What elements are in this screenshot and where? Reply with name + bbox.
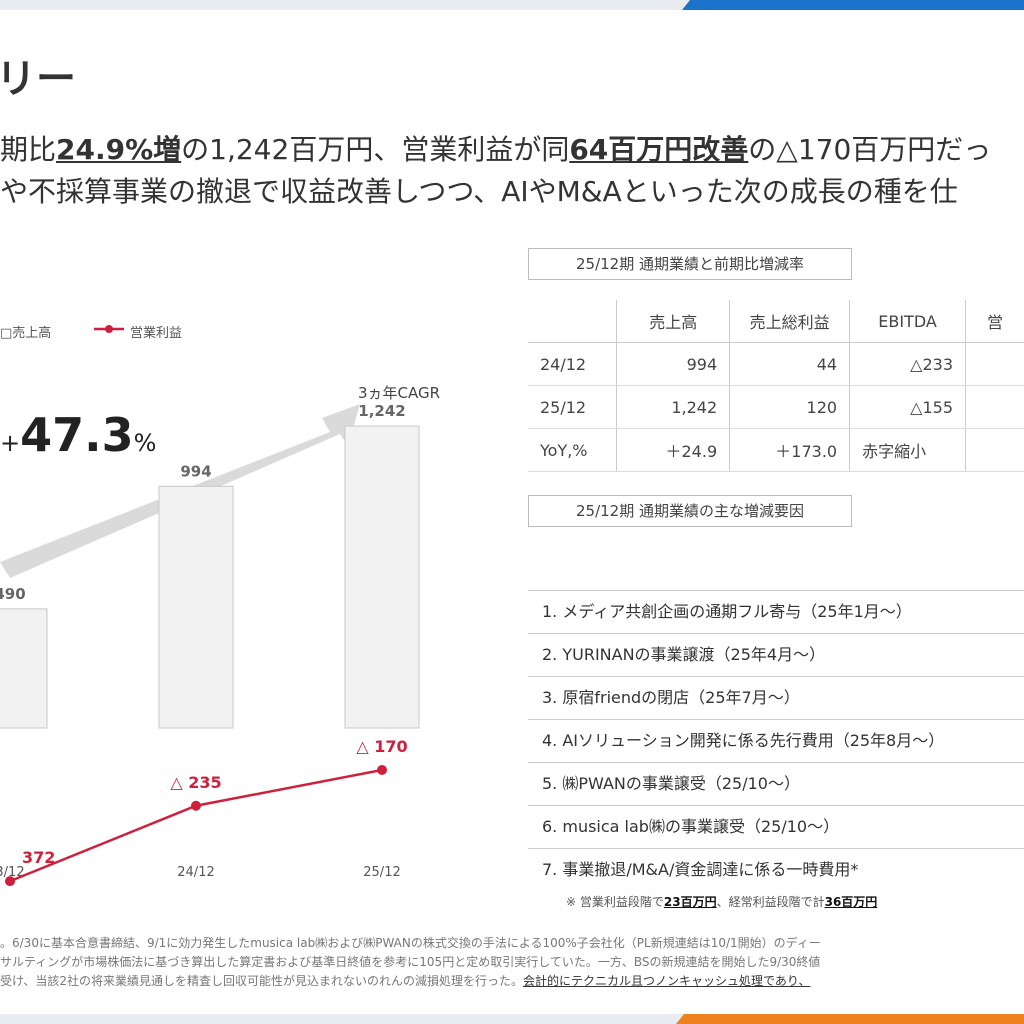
cagr-value: +47.3% bbox=[0, 408, 157, 462]
table-cell: △233 bbox=[849, 342, 966, 386]
footnote-line-2: サルティングが市場株価法に基づき算出した算定書および基準日終値を参考に105円と… bbox=[0, 955, 821, 969]
bar-label: 994 bbox=[180, 462, 211, 480]
list-item: 6. musica lab㈱の事業譲受（25/10～） bbox=[528, 805, 1024, 848]
cagr-arrow bbox=[0, 404, 360, 578]
table-cell: 24/12 bbox=[528, 342, 617, 386]
table-row: YoY,% ＋24.9 ＋173.0 赤字縮小 bbox=[528, 428, 1024, 472]
lead-emphasis-sales: 24.9%増 bbox=[56, 133, 182, 166]
table-cell: ＋173.0 bbox=[729, 428, 850, 472]
legend-sales: □売上高 bbox=[0, 326, 52, 341]
factor-note: ※ 営業利益段階で23百万円、経常利益段階で計36百万円 bbox=[566, 895, 878, 909]
perf-table-title: 25/12期 通期業績と前期比増減率 bbox=[528, 248, 852, 280]
bar-sales-25/12 bbox=[344, 425, 420, 729]
table-cell: 25/12 bbox=[528, 385, 617, 429]
perf-header-blank bbox=[528, 300, 617, 343]
profit-point bbox=[377, 765, 387, 775]
page-title: リー bbox=[0, 56, 76, 102]
x-tick-label: 3/12 bbox=[0, 865, 25, 880]
perf-header-sales: 売上高 bbox=[616, 300, 730, 343]
table-cell bbox=[965, 428, 1024, 472]
bar-label: 490 bbox=[0, 585, 26, 603]
bottom-accent-orange bbox=[676, 1014, 1024, 1024]
list-item: 7. 事業撤退/M&A/資金調達に係る一時費用* bbox=[528, 848, 1024, 891]
list-item: 1. メディア共創企画の通期フル寄与（25年1月～） bbox=[528, 590, 1024, 633]
bar-sales-3/12 bbox=[0, 608, 48, 729]
table-cell: 44 bbox=[729, 342, 850, 386]
table-cell bbox=[965, 342, 1024, 386]
profit-label: △ 170 bbox=[356, 737, 407, 756]
perf-header-operating: 営 bbox=[965, 300, 1024, 343]
profit-label: △ 235 bbox=[170, 773, 221, 792]
list-item: 3. 原宿friendの閉店（25年7月～） bbox=[528, 676, 1024, 719]
factors-list: 1. メディア共創企画の通期フル寄与（25年1月～） 2. YURINANの事業… bbox=[528, 590, 1024, 891]
lead-line-1: 期比24.9%増の1,242百万円、営業利益が同64百万円改善の△170百万円だ… bbox=[0, 133, 992, 166]
x-tick-label: 24/12 bbox=[177, 865, 214, 880]
bar-sales-24/12 bbox=[158, 485, 234, 729]
top-accent-blue bbox=[682, 0, 1024, 10]
profit-point bbox=[5, 876, 15, 887]
table-row: 25/12 1,242 120 △155 bbox=[528, 385, 1024, 429]
factors-title: 25/12期 通期業績の主な増減要因 bbox=[528, 495, 852, 527]
bottom-accent-bar bbox=[0, 1014, 1024, 1024]
list-item: 5. ㈱PWANの事業譲受（25/10～） bbox=[528, 762, 1024, 805]
profit-point bbox=[191, 800, 201, 811]
table-cell: YoY,% bbox=[528, 428, 617, 472]
lead-line-2: や不採算事業の撤退で収益改善しつつ、AIやM&Aといった次の成長の種を仕 bbox=[0, 175, 958, 208]
footnote-line-1: 。6/30に基本合意書締結、9/1に効力発生したmusica lab㈱および㈱P… bbox=[0, 936, 821, 950]
legend-profit-swatch bbox=[94, 325, 124, 333]
table-cell: △155 bbox=[849, 385, 966, 429]
list-item: 4. AIソリューション開発に係る先行費用（25年8月～） bbox=[528, 719, 1024, 762]
cagr-label: 3ヵ年CAGR bbox=[358, 384, 441, 402]
lead-emphasis-profit: 64百万円改善 bbox=[569, 133, 749, 166]
perf-header-gross-profit: 売上総利益 bbox=[729, 300, 850, 343]
table-cell: 994 bbox=[616, 342, 730, 386]
footnote-line-3: 受け、当該2社の将来業績見通しを精査し回収可能性が見込まれないのれんの減損処理を… bbox=[0, 974, 811, 988]
table-cell: ＋24.9 bbox=[616, 428, 730, 472]
top-accent-bar bbox=[0, 0, 1024, 10]
table-cell: 1,242 bbox=[616, 385, 730, 429]
table-cell: 赤字縮小 bbox=[849, 428, 966, 472]
table-cell: 120 bbox=[729, 385, 850, 429]
profit-label: 372 bbox=[22, 848, 55, 867]
sales-profit-chart: 490 994 1,242 372 △ 235 △ 170 3/12 24/12 25/12 bbox=[0, 402, 420, 887]
bar-label: 1,242 bbox=[358, 402, 405, 420]
x-tick-label: 25/12 bbox=[363, 865, 400, 880]
perf-table: 売上高 売上総利益 EBITDA 営 24/12 994 44 △233 25/… bbox=[528, 300, 1024, 472]
table-row: 24/12 994 44 △233 bbox=[528, 342, 1024, 386]
perf-header-ebitda: EBITDA bbox=[849, 300, 966, 343]
list-item: 2. YURINANの事業譲渡（25年4月～） bbox=[528, 633, 1024, 676]
table-cell bbox=[965, 385, 1024, 429]
perf-table-header-row: 売上高 売上総利益 EBITDA 営 bbox=[528, 300, 1024, 343]
legend-profit: 営業利益 bbox=[130, 326, 183, 341]
